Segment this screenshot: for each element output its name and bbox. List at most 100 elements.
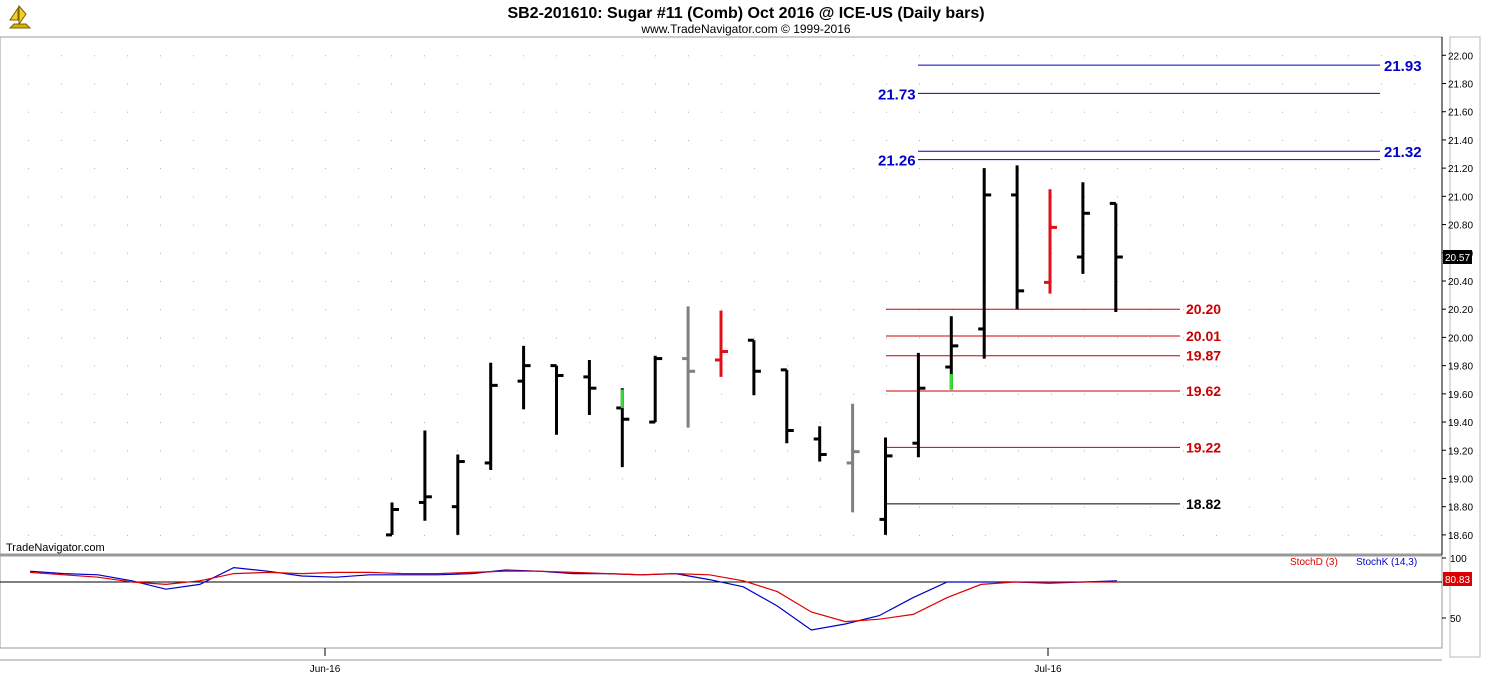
grid-dot (127, 139, 128, 141)
grid-dot (1249, 309, 1250, 311)
grid-dot (94, 224, 95, 226)
grid-dot (127, 309, 128, 311)
grid-dot (1216, 168, 1217, 170)
grid-dot (193, 534, 194, 536)
grid-dot (226, 168, 227, 170)
grid-dot (1381, 309, 1382, 311)
grid-dot (325, 506, 326, 508)
grid-dot (358, 139, 359, 141)
grid-dot (226, 55, 227, 57)
grid-dot (490, 252, 491, 254)
grid-dot (1348, 280, 1349, 282)
grid-dot (226, 422, 227, 424)
grid-dot (391, 139, 392, 141)
price-levels: 21.93 21.73 21.32 21.26 20.20 20.01 19.87 19.62… (878, 58, 1422, 512)
grid-dot (292, 224, 293, 226)
grid-dot (523, 450, 524, 452)
grid-dot (556, 196, 557, 198)
price-tick-label: 19.00 (1448, 474, 1473, 485)
grid-dot (94, 506, 95, 508)
grid-dot (1183, 83, 1184, 85)
grid-dot (556, 506, 557, 508)
grid-dot (919, 252, 920, 254)
grid-dot (787, 111, 788, 113)
grid-dot (820, 83, 821, 85)
grid-dot (61, 478, 62, 480)
grid-dot (457, 309, 458, 311)
grid-dot (1249, 139, 1250, 141)
grid-dot (1282, 224, 1283, 226)
grid-dot (1216, 506, 1217, 508)
price-tick-label: 20.80 (1448, 221, 1473, 232)
grid-dot (787, 252, 788, 254)
grid-dot (358, 83, 359, 85)
grid-dot (985, 422, 986, 424)
grid-dot (787, 83, 788, 85)
grid-dot (424, 309, 425, 311)
grid-dot (160, 280, 161, 282)
grid-dot (1150, 478, 1151, 480)
grid-dot (61, 450, 62, 452)
price-tick-label: 21.60 (1448, 108, 1473, 119)
grid-dot (1216, 422, 1217, 424)
grid-dot (160, 450, 161, 452)
grid-dot (1348, 365, 1349, 367)
grid-dot (226, 534, 227, 536)
grid-dot (523, 83, 524, 85)
grid-dot (589, 422, 590, 424)
grid-dot (523, 280, 524, 282)
grid-dot (1150, 534, 1151, 536)
grid-dot (556, 139, 557, 141)
grid-dot (1216, 83, 1217, 85)
grid-dot (127, 196, 128, 198)
grid-dot (1183, 337, 1184, 339)
price-axis: 22.0021.8021.6021.4021.2021.0020.8020.60… (1441, 37, 1473, 555)
scrollbar-strip[interactable] (1449, 36, 1481, 658)
grid-dot (853, 196, 854, 198)
grid-dot (490, 196, 491, 198)
grid-dot (160, 506, 161, 508)
grid-dot (1150, 111, 1151, 113)
grid-dot (160, 534, 161, 536)
grid-dot (1282, 506, 1283, 508)
grid-dot (985, 365, 986, 367)
ohlc-bar (550, 364, 564, 435)
grid-dot (952, 280, 953, 282)
grid-dot (160, 168, 161, 170)
grid-dot (1051, 506, 1052, 508)
grid-dot (754, 280, 755, 282)
grid-dot (259, 196, 260, 198)
grid-dot (952, 83, 953, 85)
grid-dot (1249, 168, 1250, 170)
grid-dot (655, 337, 656, 339)
grid-dot (457, 139, 458, 141)
grid-dot (358, 450, 359, 452)
grid-dot (325, 450, 326, 452)
grid-dot (721, 111, 722, 113)
grid-dot (1414, 224, 1415, 226)
grid-dot (358, 196, 359, 198)
grid-dot (1249, 365, 1250, 367)
grid-dot (61, 55, 62, 57)
price-tick-label: 18.60 (1448, 531, 1473, 542)
price-tick-label: 19.20 (1448, 446, 1473, 457)
grid-dot (556, 111, 557, 113)
grid-dot (556, 224, 557, 226)
grid-dot (1084, 534, 1085, 536)
grid-dot (1150, 422, 1151, 424)
grid-dot (1018, 450, 1019, 452)
grid-dot (787, 196, 788, 198)
grid-dot (424, 365, 425, 367)
grid-dot (1348, 196, 1349, 198)
grid-dot (28, 337, 29, 339)
grid-dot (1183, 478, 1184, 480)
grid-dot (1315, 196, 1316, 198)
grid-dot (391, 393, 392, 395)
grid-dot (1183, 506, 1184, 508)
grid-dot (127, 450, 128, 452)
grid-dot (589, 252, 590, 254)
grid-dot (523, 55, 524, 57)
grid-dot (424, 224, 425, 226)
grid-dot (358, 309, 359, 311)
grid-dot (556, 337, 557, 339)
